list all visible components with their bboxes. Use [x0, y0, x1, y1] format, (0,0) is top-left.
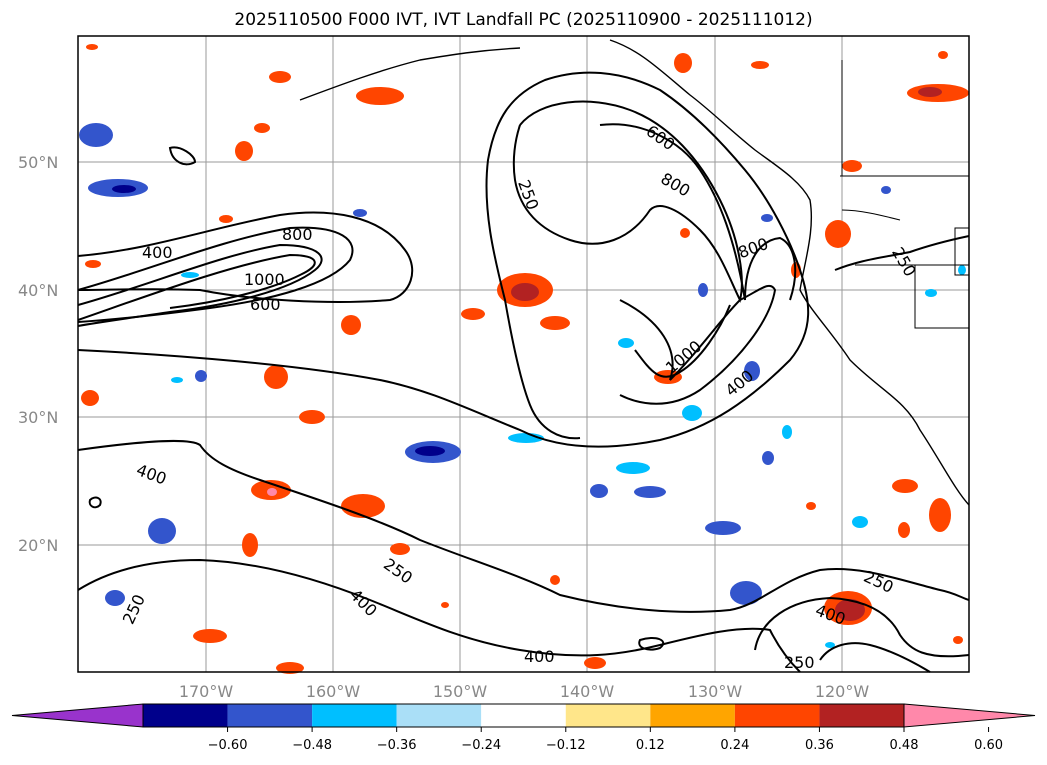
- longitude-labels: 170°W 160°W 150°W 140°W 130°W 120°W: [179, 682, 870, 701]
- colorbar-segment: [481, 704, 566, 727]
- colorbar-segment: [396, 704, 482, 727]
- colorbar-tick-label: 0.60: [974, 738, 1003, 753]
- negative-pc-shading: [79, 123, 966, 648]
- colorbar-tick-label: −0.36: [377, 738, 417, 753]
- colorbar-tick-label: 0.24: [720, 738, 749, 753]
- lat-label-40n: 40°N: [18, 281, 58, 300]
- ivt-contours: [77, 71, 970, 673]
- colorbar-tick-label: 0.12: [636, 738, 665, 753]
- latitude-labels: 50°N 40°N 30°N 20°N: [18, 153, 58, 555]
- contour-label: 600: [250, 295, 281, 314]
- colorbar-segment: [565, 704, 651, 727]
- lon-label-160w: 160°W: [306, 682, 361, 701]
- colorbar-tick-label: 0.48: [890, 738, 919, 753]
- colorbar-segment: [650, 704, 735, 727]
- colorbar: −0.60 −0.48 −0.36 −0.24 −0.12 0.12 0.24 0.36 0.4…: [11, 703, 1036, 753]
- lat-label-50n: 50°N: [18, 153, 58, 172]
- colorbar-tick-label: −0.24: [461, 738, 501, 753]
- lat-label-20n: 20°N: [18, 536, 58, 555]
- lon-label-130w: 130°W: [688, 682, 743, 701]
- contour-label: 250: [784, 653, 815, 672]
- contour-label: 1000: [244, 270, 285, 289]
- lon-label-150w: 150°W: [433, 682, 488, 701]
- colorbar-segment: [734, 704, 820, 727]
- colorbar-outline: [142, 703, 905, 728]
- colorbar-min-extend: [11, 703, 144, 728]
- contour-label: 400: [142, 243, 173, 262]
- colorbar-segment: [819, 704, 904, 727]
- plot-title: 2025110500 F000 IVT, IVT Landfall PC (20…: [234, 10, 813, 30]
- contour-label: 400: [524, 647, 555, 666]
- colorbar-segment: [227, 704, 313, 727]
- colorbar-max-extend: [903, 703, 1036, 728]
- colorbar-segment: [143, 704, 228, 727]
- contour-label: 800: [282, 225, 313, 244]
- lat-label-30n: 30°N: [18, 408, 58, 427]
- map-background: [78, 36, 969, 672]
- colorbar-tick-label: −0.12: [546, 738, 586, 753]
- lon-label-120w: 120°W: [815, 682, 870, 701]
- lon-label-140w: 140°W: [560, 682, 615, 701]
- positive-pc-shading: [81, 44, 969, 674]
- colorbar-segment: [312, 704, 397, 727]
- colorbar-tick-label: −0.60: [208, 738, 248, 753]
- map-frame: [77, 35, 970, 673]
- lon-label-170w: 170°W: [179, 682, 234, 701]
- colorbar-tick-label: 0.36: [805, 738, 834, 753]
- colorbar-tick-label: −0.48: [292, 738, 332, 753]
